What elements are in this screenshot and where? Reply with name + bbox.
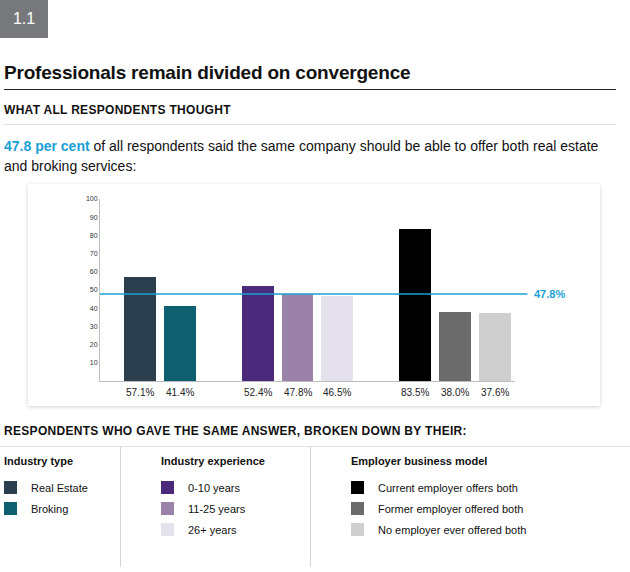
html-text:Former employer offered both: Former employer offered both [378, 502, 524, 515]
html-text:Employer business model: Employer business model [351, 455, 488, 467]
svg-text:10: 10 [90, 359, 98, 366]
svg-text:38.0%: 38.0% [441, 387, 469, 398]
svg-text:70: 70 [90, 250, 98, 257]
html-text:Current employer offers both: Current employer offers both [378, 481, 518, 494]
svg-text:57.1%: 57.1% [126, 387, 154, 398]
svg-text:50: 50 [90, 286, 98, 293]
svg-text:83.5%: 83.5% [401, 387, 429, 398]
html-text:Broking: Broking [31, 502, 69, 515]
html-text:RESPONDENTS WHO GAVE THE SAME: RESPONDENTS WHO GAVE THE SAME ANSWER, BR… [4, 424, 467, 438]
svg-text:60: 60 [90, 268, 98, 275]
svg-text:30: 30 [90, 323, 98, 330]
html-text:1.1: 1.1 [12, 10, 36, 27]
html-text:11-25 years: 11-25 years [188, 502, 246, 515]
html-text:Industry type: Industry type [4, 455, 74, 467]
html-text:Real Estate: Real Estate [31, 481, 88, 494]
svg-text:20: 20 [90, 341, 98, 348]
html-text:47.8 per cent of all responden: 47.8 per cent of all respondents said th… [4, 138, 599, 174]
svg-text:37.6%: 37.6% [481, 387, 509, 398]
html-text:Industry experience: Industry experience [161, 455, 265, 467]
svg-text:100: 100 [86, 195, 98, 202]
html-text:WHAT ALL RESPONDENTS THOUGHT: WHAT ALL RESPONDENTS THOUGHT [4, 103, 231, 117]
svg-text:90: 90 [90, 214, 98, 221]
html-text:Professionals remain divided o: Professionals remain divided on converge… [4, 62, 411, 83]
html-text:26+ years: 26+ years [188, 523, 237, 536]
svg-text:80: 80 [90, 232, 98, 239]
svg-text:47.8%: 47.8% [534, 288, 565, 300]
svg-text:47.8%: 47.8% [284, 387, 312, 398]
svg-text:40: 40 [90, 305, 98, 312]
html-text:No employer ever offered both: No employer ever offered both [378, 523, 527, 536]
svg-text:41.4%: 41.4% [166, 387, 194, 398]
svg-text:52.4%: 52.4% [244, 387, 272, 398]
html-text:0-10 years: 0-10 years [188, 481, 240, 494]
svg-text:46.5%: 46.5% [323, 387, 351, 398]
